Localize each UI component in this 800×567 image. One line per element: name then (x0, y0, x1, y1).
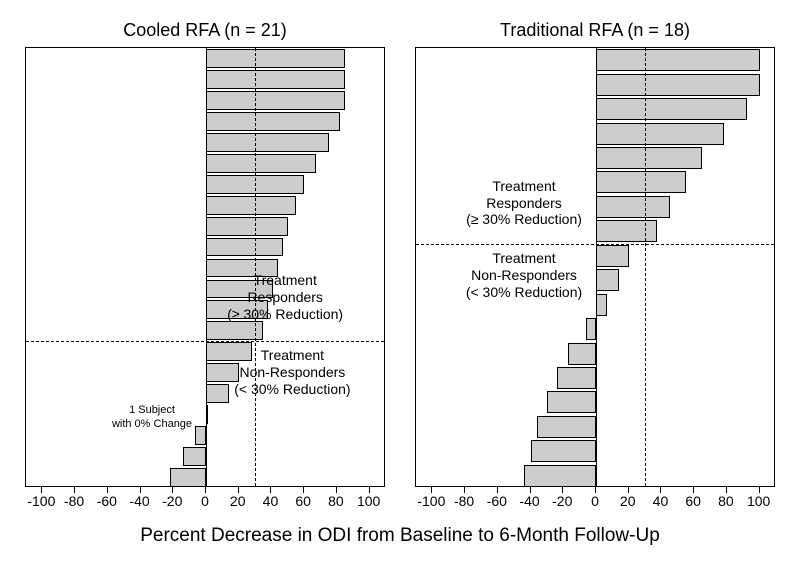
x-tick-label: -100 (27, 493, 55, 509)
bar (596, 196, 670, 218)
x-tick-label: 0 (201, 493, 209, 509)
x-ticks-cooled: -100 -80 -60 -40 -20 0 20 40 60 80 100 (25, 487, 385, 507)
bar (206, 384, 229, 403)
bar (206, 196, 296, 215)
x-tick-label: 40 (653, 493, 669, 509)
x-tick-label: 60 (685, 493, 701, 509)
x-tick-label: -60 (487, 493, 507, 509)
annotation-text: TreatmentNon-Responders(< 30% Reduction) (444, 250, 604, 300)
x-tick-label: 80 (718, 493, 734, 509)
responder-divider (416, 244, 774, 245)
responder-divider (26, 341, 384, 342)
bar (206, 91, 345, 110)
bar (206, 217, 288, 236)
x-tick-label: 40 (263, 493, 279, 509)
bar (596, 269, 619, 291)
bar (170, 468, 206, 487)
bar (206, 133, 329, 152)
x-tick-label: 20 (230, 493, 246, 509)
x-tick-label: 60 (295, 493, 311, 509)
bar (183, 447, 206, 466)
x-tick-label: 100 (357, 493, 380, 509)
x-axis-label: Percent Decrease in ODI from Baseline to… (20, 525, 780, 547)
annotation-text: TreatmentResponders(≥ 30% Reduction) (444, 178, 604, 228)
bar (206, 49, 345, 68)
bar (568, 343, 596, 365)
bar (206, 259, 278, 278)
bar (596, 171, 686, 193)
x-tick-label: -20 (162, 493, 182, 509)
plot-traditional: TreatmentResponders(≥ 30% Reduction) Trea… (415, 47, 775, 507)
panel-title-traditional: Traditional RFA (n = 18) (500, 20, 690, 41)
bar (206, 363, 239, 382)
x-tick-label: -80 (64, 493, 84, 509)
bar (206, 342, 252, 361)
zero-line (206, 48, 207, 486)
panel-title-cooled: Cooled RFA (n = 21) (123, 20, 287, 41)
bar (524, 465, 596, 487)
bar (537, 416, 596, 438)
x-tick-label: -40 (519, 493, 539, 509)
threshold-line (255, 48, 256, 486)
bar (596, 294, 607, 316)
bar (596, 123, 724, 145)
x-tick-label: -40 (129, 493, 149, 509)
x-tick-label: 80 (328, 493, 344, 509)
bar (531, 440, 596, 462)
bar (557, 367, 596, 389)
panel-cooled: Cooled RFA (n = 21) TreatmentResponders(… (20, 20, 390, 507)
x-tick-label: 0 (591, 493, 599, 509)
bar (206, 112, 340, 131)
x-tick-label: -100 (417, 493, 445, 509)
panel-traditional: Traditional RFA (n = 18) TreatmentRespon… (410, 20, 780, 507)
bar (547, 391, 596, 413)
bar (596, 49, 760, 71)
zero-line (596, 48, 597, 486)
bar (206, 300, 268, 319)
x-tick-label: -60 (97, 493, 117, 509)
annotation-text: 1 Subjectwith 0% Change (97, 404, 207, 430)
bar (596, 147, 702, 169)
plot-inner-cooled: TreatmentResponders(≥ 30% Reduction)Trea… (25, 47, 385, 487)
x-tick-label: 100 (747, 493, 770, 509)
bar (596, 245, 629, 267)
bar (596, 74, 760, 96)
bar (206, 238, 283, 257)
x-tick-label: 20 (620, 493, 636, 509)
chart-container: Cooled RFA (n = 21) TreatmentResponders(… (20, 20, 780, 547)
bar (206, 70, 345, 89)
bar (195, 426, 206, 445)
x-tick-label: -80 (454, 493, 474, 509)
panels-row: Cooled RFA (n = 21) TreatmentResponders(… (20, 20, 780, 507)
plot-inner-traditional: TreatmentResponders(≥ 30% Reduction) Trea… (415, 47, 775, 487)
plot-cooled: TreatmentResponders(≥ 30% Reduction)Trea… (25, 47, 385, 507)
bar (206, 280, 273, 299)
x-ticks-traditional: -100 -80 -60 -40 -20 0 20 40 60 80 100 (415, 487, 775, 507)
bar (596, 220, 657, 242)
bar (586, 318, 596, 340)
x-tick-label: -20 (552, 493, 572, 509)
threshold-line (645, 48, 646, 486)
bar (206, 154, 316, 173)
bar (596, 98, 747, 120)
